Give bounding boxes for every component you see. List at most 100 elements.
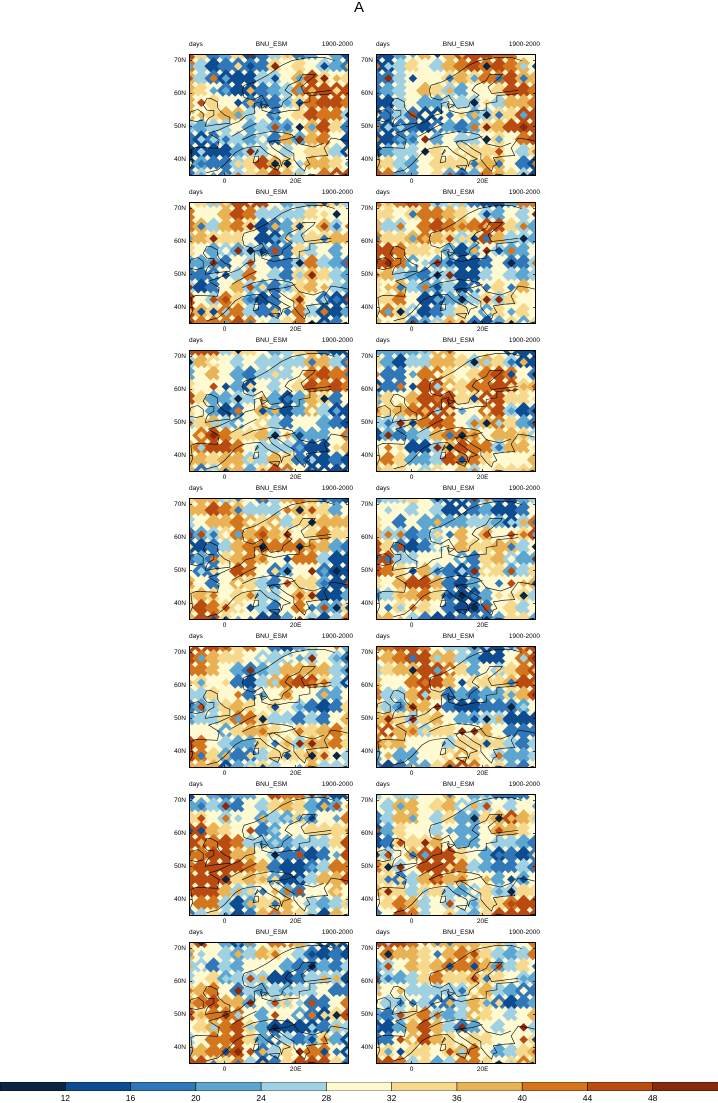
coastline: [418, 862, 444, 877]
coastline: [429, 723, 512, 740]
colorbar-label: 32: [386, 1093, 397, 1103]
coastline: [242, 279, 325, 296]
lon-tick-label: 20E: [476, 326, 489, 333]
colorbar-label: 40: [517, 1093, 527, 1103]
lat-tick-label: 40N: [174, 303, 186, 311]
colorbar-label: 12: [60, 1093, 71, 1103]
coastline: [241, 56, 335, 109]
panel-model-label: BNU_ESM: [442, 189, 475, 196]
coastline: [428, 648, 522, 701]
coastline: [376, 405, 391, 418]
coastline: [418, 1010, 444, 1025]
lat-tick-label: 60N: [361, 533, 373, 541]
map-field: [189, 350, 349, 472]
map-frame: [189, 498, 349, 620]
map-frame: [376, 942, 536, 1064]
coastline: [268, 609, 281, 615]
coastline: [455, 905, 468, 911]
colorbar: 12 16 20 24 28 32 36 40 44 48: [0, 1082, 718, 1103]
colorbar-bar: [0, 1082, 718, 1091]
coastline: [267, 728, 296, 734]
coastline: [254, 444, 259, 452]
panel-model-label: BNU_ESM: [442, 929, 475, 936]
panel-model-label: BNU_ESM: [255, 189, 288, 196]
coastline: [454, 728, 483, 734]
coastline: [206, 877, 349, 913]
lon-tick-label: 20E: [289, 326, 302, 333]
coastline: [254, 592, 259, 600]
coastline: [231, 714, 257, 729]
coastline: [267, 876, 296, 882]
coastline: [202, 245, 231, 275]
panel-left-label: days: [376, 41, 390, 48]
lat-tick-label: 60N: [361, 89, 373, 97]
coastline: [259, 103, 268, 109]
lat-tick-label: 60N: [361, 237, 373, 245]
coastline: [241, 500, 335, 553]
coastline: [376, 553, 391, 566]
lon-tick-label: 20E: [476, 918, 489, 925]
lat-tick-label: 70N: [361, 352, 373, 360]
coastline: [389, 541, 418, 571]
colorbar-swatch: [521, 1082, 589, 1091]
coastline: [254, 148, 259, 156]
coastline: [189, 405, 204, 418]
lat-tick-label: 50N: [174, 418, 186, 426]
coastline: [231, 122, 257, 137]
coastline: [455, 313, 468, 319]
lat-tick-label: 50N: [174, 270, 186, 278]
map-frame: [189, 646, 349, 768]
map-field: [189, 498, 349, 620]
coastline: [441, 888, 446, 896]
lon-tick-label: 20E: [476, 1066, 489, 1073]
coastline: [441, 592, 446, 600]
lat-tick-label: 50N: [361, 418, 373, 426]
lat-tick-label: 60N: [361, 681, 373, 689]
lat-tick-label: 60N: [361, 977, 373, 985]
lat-tick-label: 50N: [174, 122, 186, 130]
coastline: [376, 701, 391, 714]
panel-left-label: days: [189, 781, 203, 788]
coastline: [202, 541, 231, 571]
coastline: [252, 747, 259, 756]
coastline: [189, 997, 204, 1010]
panel-period-label: 1900-2000: [321, 633, 353, 640]
coastline: [189, 981, 332, 1060]
coastline: [418, 270, 444, 285]
lat-tick-label: 70N: [361, 56, 373, 64]
coastline: [376, 257, 391, 270]
coastline: [252, 303, 259, 312]
coastline: [428, 352, 522, 405]
coastline: [268, 313, 281, 319]
coastline: [418, 418, 444, 433]
panel-period-label: 1900-2000: [508, 337, 540, 344]
coastline: [441, 444, 446, 452]
coastline: [189, 833, 332, 912]
map-field: [189, 202, 349, 324]
coastline: [189, 701, 204, 714]
panel-left-label: days: [376, 781, 390, 788]
coastline: [429, 131, 512, 148]
panel-model-label: BNU_ESM: [442, 41, 475, 48]
colorbar-label: 48: [647, 1093, 658, 1103]
coastline: [376, 981, 519, 1060]
map-field: [189, 794, 349, 916]
colorbar-swatch: [130, 1082, 197, 1091]
lat-tick-label: 70N: [361, 648, 373, 656]
map-panel: days BNU_ESM 1900-2000 40N 50N 60N 70N 0 20E: [174, 485, 379, 631]
coastline: [393, 581, 536, 617]
panel-period-label: 1900-2000: [321, 41, 353, 48]
coastline: [202, 837, 231, 867]
lon-tick-label: 0: [222, 622, 227, 629]
panel-model-label: BNU_ESM: [442, 337, 475, 344]
lat-tick-label: 70N: [361, 796, 373, 804]
map-panel: days BNU_ESM 1900-2000 40N 50N 60N 70N 0 20E: [174, 41, 379, 187]
lat-tick-label: 40N: [361, 747, 373, 755]
map-panel: days BNU_ESM 1900-2000 40N 50N 60N 70N 0 20E: [174, 929, 379, 1075]
coastline: [267, 1024, 296, 1030]
map-frame: [376, 794, 536, 916]
coastline: [268, 757, 281, 763]
panel-left-label: days: [189, 485, 203, 492]
coastline: [429, 427, 512, 444]
coastline: [259, 251, 268, 257]
